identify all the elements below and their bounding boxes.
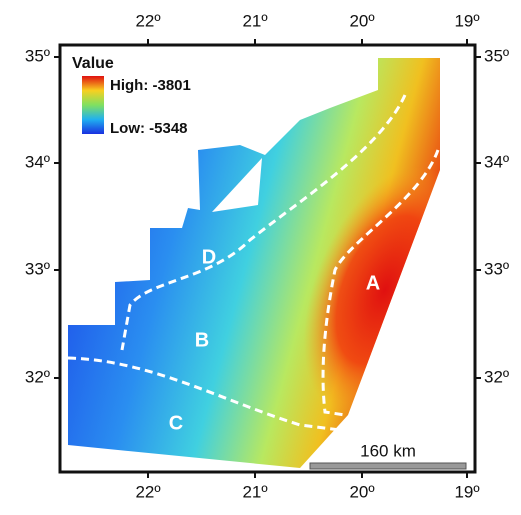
y-label-right: 33º: [484, 259, 509, 278]
region-label: D: [202, 246, 216, 268]
legend-title: Value: [72, 55, 114, 72]
y-label-left: 35º: [25, 46, 50, 65]
frame: [58, 43, 477, 474]
x-label-top: 21º: [242, 11, 267, 30]
x-label-bottom: 20º: [349, 482, 374, 501]
legend-low: Low: -5348: [110, 120, 188, 137]
region-label: B: [195, 329, 209, 351]
y-label-left: 32º: [25, 367, 50, 386]
y-label-right: 34º: [484, 152, 509, 171]
x-label-bottom: 21º: [242, 482, 267, 501]
region-label: A: [366, 272, 380, 294]
y-label-right: 32º: [484, 367, 509, 386]
x-label-top: 19º: [454, 11, 479, 30]
region-label: C: [169, 412, 183, 434]
y-label-left: 34º: [25, 152, 50, 171]
legend-high: High: -3801: [110, 77, 191, 94]
y-label-right: 35º: [484, 46, 509, 65]
x-label-top: 22º: [135, 11, 160, 30]
x-label-bottom: 19º: [454, 482, 479, 501]
x-label-bottom: 22º: [135, 482, 160, 501]
boundaries: [67, 94, 440, 432]
x-label-top: 20º: [349, 11, 374, 30]
scale-bar: [309, 462, 467, 470]
y-label-left: 33º: [25, 259, 50, 278]
legend: Value High: -3801 Low: -5348: [72, 55, 191, 137]
scale-label: 160 km: [360, 441, 416, 460]
